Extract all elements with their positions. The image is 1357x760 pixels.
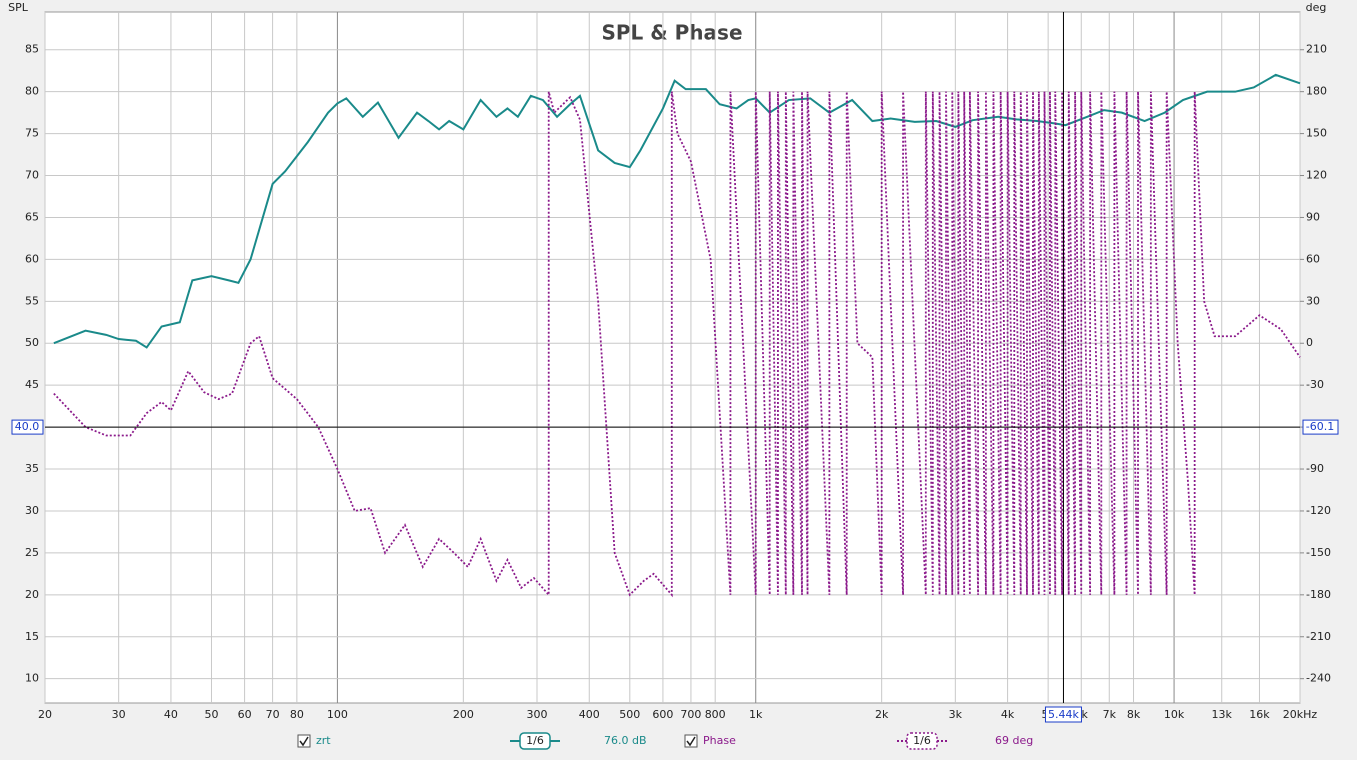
y-tick-label: 80 xyxy=(25,85,39,98)
x-tick-label: 30 xyxy=(112,708,126,721)
y-tick-label: 60 xyxy=(25,252,39,265)
x-tick-label: 8k xyxy=(1127,708,1141,721)
legend-check xyxy=(686,736,696,747)
cursor-y2-label: -60.1 xyxy=(1306,420,1334,433)
x-tick-label: 7k xyxy=(1103,708,1117,721)
legend-checkbox xyxy=(684,734,698,748)
y2-tick-label: 120 xyxy=(1306,169,1327,182)
chart-title: SPL & Phase xyxy=(601,21,742,45)
cursor-y2-box xyxy=(1302,419,1339,435)
x-tick-label: 80 xyxy=(290,708,304,721)
y2-tick-label: -240 xyxy=(1306,672,1331,685)
legend-label: zrt xyxy=(316,734,331,747)
x-tick-label: 16k xyxy=(1249,708,1270,721)
x-tick-label: 20 xyxy=(38,708,52,721)
cursor-y-box xyxy=(11,419,44,435)
cursor-y-label: 40.0 xyxy=(15,420,40,433)
y2-tick-label: 210 xyxy=(1306,43,1327,56)
x-tick-label: 70 xyxy=(266,708,280,721)
x-tick-label: 500 xyxy=(619,708,640,721)
y-tick-label: 25 xyxy=(25,546,39,559)
y2-tick-label: 180 xyxy=(1306,85,1327,98)
legend-readout: 69 deg xyxy=(995,734,1033,747)
y-tick-label: 20 xyxy=(25,588,39,601)
y-tick-label: 10 xyxy=(25,672,39,685)
y2-tick-label: 0 xyxy=(1306,336,1313,349)
x-tick-label: 200 xyxy=(453,708,474,721)
legend-label: Phase xyxy=(703,734,736,747)
series-line xyxy=(53,91,1301,598)
x-tick-label: 50 xyxy=(204,708,218,721)
x-tick-label: 3k xyxy=(949,708,963,721)
y2-tick-label: 90 xyxy=(1306,210,1320,223)
y-tick-label: 85 xyxy=(25,43,39,56)
x-tick-label: 400 xyxy=(579,708,600,721)
x-tick-label: 13k xyxy=(1212,708,1233,721)
y2-axis-label: deg xyxy=(1306,1,1327,14)
y2-tick-label: -90 xyxy=(1306,462,1324,475)
legend-readout: 76.0 dB xyxy=(604,734,647,747)
x-tick-label: 10k xyxy=(1164,708,1185,721)
x-tick-label: 800 xyxy=(705,708,726,721)
y-tick-label: 65 xyxy=(25,210,39,223)
legend-smoothing-box xyxy=(906,732,938,750)
y-tick-label: 15 xyxy=(25,630,39,643)
legend-smoothing-box xyxy=(519,732,551,750)
y-tick-label: 75 xyxy=(25,127,39,140)
x-tick-label: 2k xyxy=(875,708,889,721)
y-tick-label: 35 xyxy=(25,462,39,475)
legend-smoothing: 1/6 xyxy=(913,734,931,747)
legend-check xyxy=(299,736,309,747)
legend-smoothing: 1/6 xyxy=(526,734,544,747)
legend-checkbox xyxy=(297,734,311,748)
cursor-x-box xyxy=(1044,706,1082,723)
x-tick-label: 4k xyxy=(1001,708,1015,721)
y2-tick-label: -210 xyxy=(1306,630,1331,643)
x-tick-label: 60 xyxy=(238,708,252,721)
x-tick-label: 300 xyxy=(526,708,547,721)
y2-tick-label: -120 xyxy=(1306,504,1331,517)
y-tick-label: 45 xyxy=(25,378,39,391)
y2-tick-label: 30 xyxy=(1306,294,1320,307)
y2-tick-label: -180 xyxy=(1306,588,1331,601)
series-line xyxy=(53,73,1301,349)
y-tick-label: 30 xyxy=(25,504,39,517)
x-tick-label: 1k xyxy=(749,708,763,721)
x-tick-label: 700 xyxy=(680,708,701,721)
cursor-x-label: 5.44k xyxy=(1048,708,1079,721)
x-tick-label: 40 xyxy=(164,708,178,721)
y2-tick-label: -30 xyxy=(1306,378,1324,391)
y-axis-label: SPL xyxy=(8,1,29,14)
y2-tick-label: 60 xyxy=(1306,252,1320,265)
x-tick-label: 20kHz xyxy=(1283,708,1318,721)
y-tick-label: 50 xyxy=(25,336,39,349)
y-tick-label: 55 xyxy=(25,294,39,307)
y2-tick-label: 150 xyxy=(1306,127,1327,140)
x-tick-label: 100 xyxy=(327,708,348,721)
y2-tick-label: -150 xyxy=(1306,546,1331,559)
legend: zrt 1/6 76.0 dB Phase 1/6 69 deg xyxy=(297,732,1033,750)
x-tick-label: 600 xyxy=(652,708,673,721)
y-tick-label: 70 xyxy=(25,169,39,182)
